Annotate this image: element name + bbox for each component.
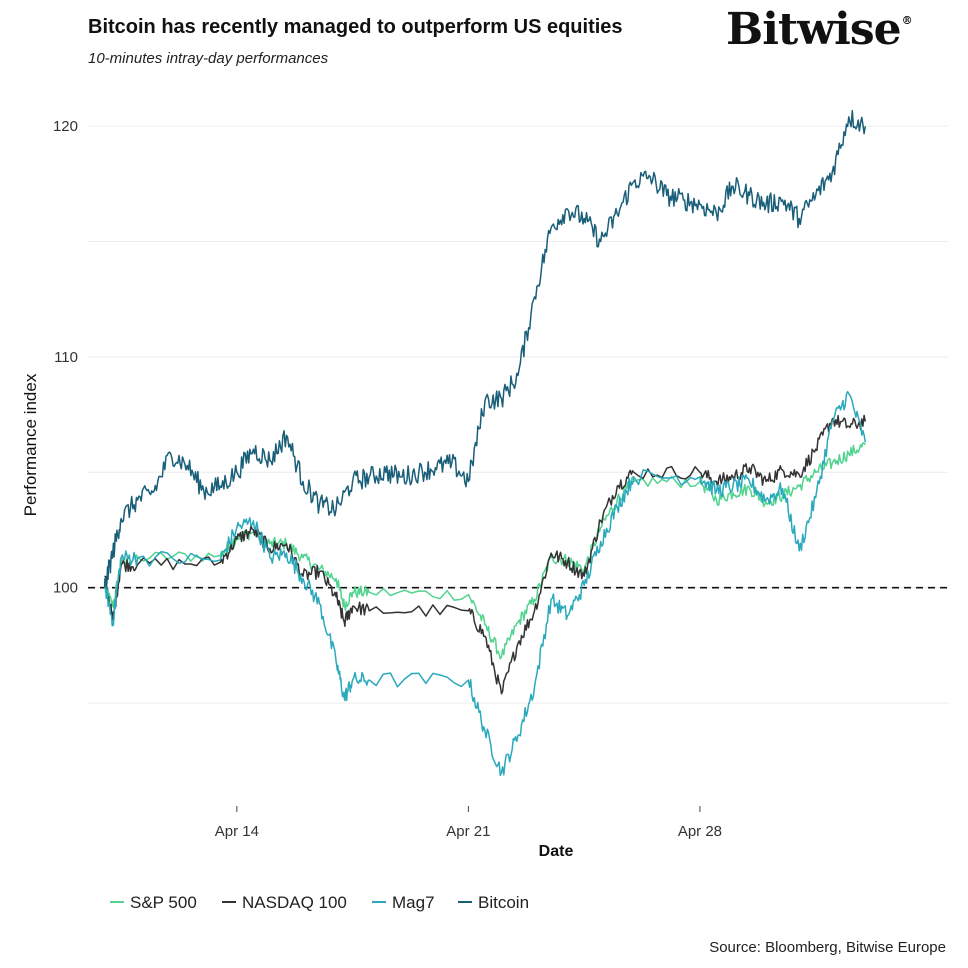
legend-label-mag7: Mag7	[392, 893, 435, 912]
y-axis-title: Performance index	[21, 373, 40, 516]
series-line-bitcoin	[103, 109, 867, 588]
x-tick-label: Apr 14	[215, 823, 259, 840]
y-tick-label: 110	[54, 349, 78, 366]
legend: S&P 500 NASDAQ 100 Mag7 Bitcoin	[110, 893, 529, 912]
source-note: Source: Bloomberg, Bitwise Europe	[709, 939, 946, 956]
registered-mark: ®	[901, 14, 913, 27]
chart-title: Bitcoin has recently managed to outperfo…	[88, 16, 623, 38]
legend-label-bitcoin: Bitcoin	[478, 893, 529, 912]
logo-text: Bitwise	[726, 4, 902, 55]
series-line-s-p-500	[103, 442, 866, 660]
bitwise-logo: Bitwise®	[726, 4, 913, 55]
axes: 100 110 120 Apr 14 Apr 21 Apr 28 Date Performan…	[21, 118, 722, 860]
series-line-mag7	[103, 390, 867, 777]
x-tick-label: Apr 28	[678, 823, 722, 840]
y-tick-label: 120	[53, 118, 78, 135]
grid	[88, 125, 948, 704]
chart-subtitle: 10-minutes intray-day performances	[88, 50, 329, 67]
legend-label-nasdaq-100: NASDAQ 100	[242, 893, 347, 912]
series-line-nasdaq-100	[104, 414, 867, 695]
x-tick-label: Apr 21	[446, 823, 490, 840]
series-lines	[103, 109, 867, 777]
y-tick-label: 100	[53, 580, 78, 597]
x-axis-title: Date	[539, 843, 574, 860]
legend-label-s-p-500: S&P 500	[130, 893, 197, 912]
